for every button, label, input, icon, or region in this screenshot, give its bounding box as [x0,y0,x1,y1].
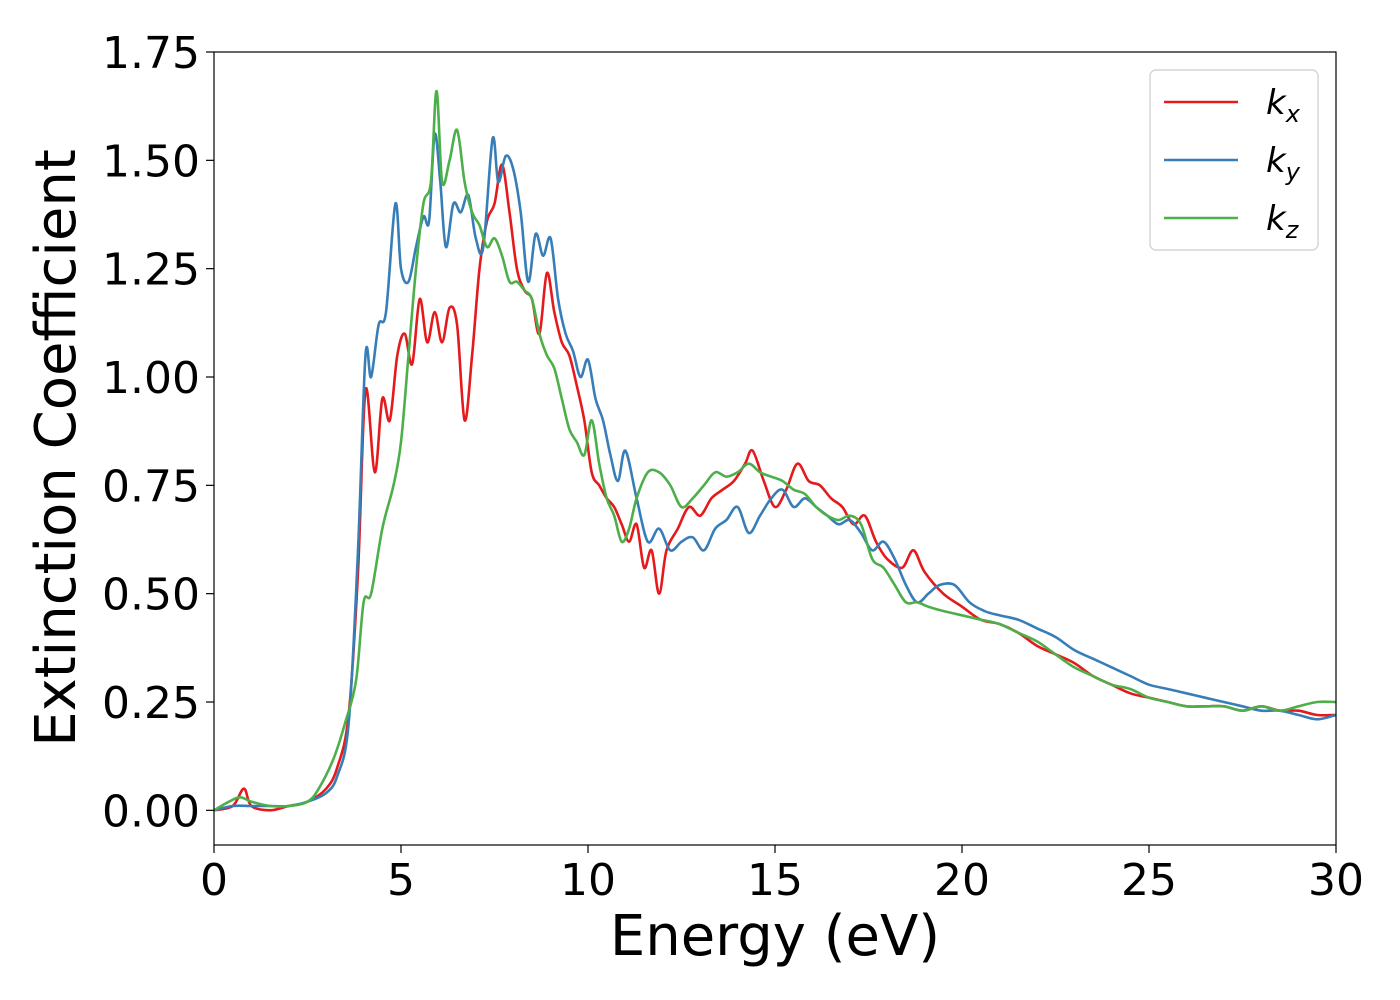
x-axis-title: Energy (eV) [610,904,940,969]
legend-label-kz: kz [1266,199,1300,244]
series-line-kx [213,163,1337,812]
x-tick-label: 20 [934,855,990,906]
y-tick-label: 0.25 [102,678,200,729]
y-tick-label: 1.50 [102,136,200,187]
series-line-kz [213,89,1337,812]
y-tick-label: 0.50 [102,570,200,621]
x-tick-label: 10 [560,855,616,906]
y-tick-label: 1.00 [102,353,200,404]
y-tick-label: 1.75 [102,28,200,79]
y-axis-ticks: 0.00 0.25 0.50 0.75 1.00 1.25 1.50 1.75 [102,28,214,837]
legend: kx ky kz [1149,69,1319,251]
y-tick-label: 0.75 [102,461,200,512]
y-axis-title: Extinction Coefficient [24,149,89,747]
legend-label-kx: kx [1266,83,1301,128]
series-line-ky [213,132,1337,812]
y-tick-label: 1.25 [102,245,200,296]
x-tick-label: 30 [1308,855,1364,906]
series-layer [213,89,1337,812]
x-tick-label: 15 [747,855,803,906]
x-axis-ticks: 0 5 10 15 20 25 30 [200,845,1364,906]
x-tick-label: 25 [1121,855,1177,906]
y-tick-label: 0.00 [102,786,200,837]
x-tick-label: 5 [387,855,415,906]
legend-label-ky: ky [1266,141,1301,186]
x-tick-label: 0 [200,855,228,906]
